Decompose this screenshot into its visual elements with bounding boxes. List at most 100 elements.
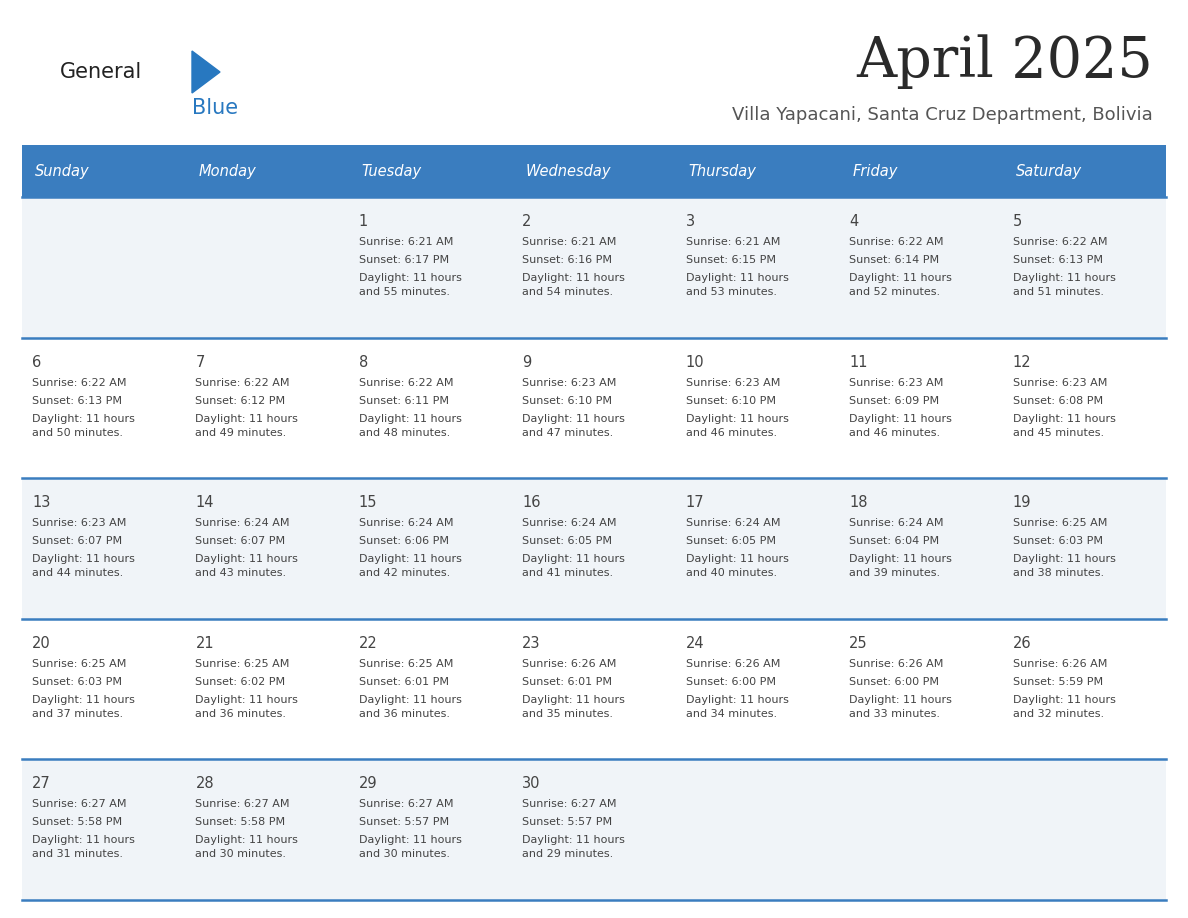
Text: Sunset: 6:04 PM: Sunset: 6:04 PM bbox=[849, 536, 940, 546]
Text: and 35 minutes.: and 35 minutes. bbox=[523, 709, 613, 719]
Text: Sunday: Sunday bbox=[34, 163, 89, 178]
Text: 21: 21 bbox=[196, 636, 214, 651]
Text: Sunset: 6:07 PM: Sunset: 6:07 PM bbox=[32, 536, 122, 546]
Text: Sunset: 6:03 PM: Sunset: 6:03 PM bbox=[1012, 536, 1102, 546]
Text: Daylight: 11 hours: Daylight: 11 hours bbox=[359, 695, 462, 705]
Text: Sunrise: 6:27 AM: Sunrise: 6:27 AM bbox=[196, 800, 290, 810]
Text: Wednesday: Wednesday bbox=[525, 163, 611, 178]
Text: Sunrise: 6:22 AM: Sunrise: 6:22 AM bbox=[1012, 237, 1107, 247]
Text: Sunset: 6:12 PM: Sunset: 6:12 PM bbox=[196, 396, 285, 406]
Text: Sunset: 6:05 PM: Sunset: 6:05 PM bbox=[523, 536, 612, 546]
Text: Sunrise: 6:25 AM: Sunrise: 6:25 AM bbox=[359, 659, 454, 669]
Text: Sunrise: 6:24 AM: Sunrise: 6:24 AM bbox=[359, 518, 454, 528]
Text: and 42 minutes.: and 42 minutes. bbox=[359, 568, 450, 578]
Text: 28: 28 bbox=[196, 777, 214, 791]
Text: Daylight: 11 hours: Daylight: 11 hours bbox=[523, 695, 625, 705]
Text: Sunset: 6:10 PM: Sunset: 6:10 PM bbox=[685, 396, 776, 406]
Text: Sunset: 6:13 PM: Sunset: 6:13 PM bbox=[32, 396, 122, 406]
Bar bbox=[185, 145, 349, 197]
Text: Sunset: 6:06 PM: Sunset: 6:06 PM bbox=[359, 536, 449, 546]
Text: and 36 minutes.: and 36 minutes. bbox=[196, 709, 286, 719]
Text: Sunrise: 6:23 AM: Sunrise: 6:23 AM bbox=[32, 518, 126, 528]
Text: 14: 14 bbox=[196, 495, 214, 510]
Text: Sunset: 6:08 PM: Sunset: 6:08 PM bbox=[1012, 396, 1102, 406]
Bar bbox=[1003, 145, 1165, 197]
Text: and 52 minutes.: and 52 minutes. bbox=[849, 287, 940, 297]
Text: and 53 minutes.: and 53 minutes. bbox=[685, 287, 777, 297]
Text: Sunrise: 6:21 AM: Sunrise: 6:21 AM bbox=[685, 237, 781, 247]
Bar bbox=[23, 759, 1165, 900]
Text: and 37 minutes.: and 37 minutes. bbox=[32, 709, 124, 719]
Text: Daylight: 11 hours: Daylight: 11 hours bbox=[685, 695, 789, 705]
Text: and 46 minutes.: and 46 minutes. bbox=[685, 428, 777, 438]
Text: 1: 1 bbox=[359, 214, 368, 229]
Text: and 34 minutes.: and 34 minutes. bbox=[685, 709, 777, 719]
Text: Sunset: 6:05 PM: Sunset: 6:05 PM bbox=[685, 536, 776, 546]
Text: Daylight: 11 hours: Daylight: 11 hours bbox=[359, 554, 462, 565]
Text: and 43 minutes.: and 43 minutes. bbox=[196, 568, 286, 578]
Text: Daylight: 11 hours: Daylight: 11 hours bbox=[1012, 414, 1116, 423]
Text: Tuesday: Tuesday bbox=[362, 163, 422, 178]
Text: Sunset: 6:14 PM: Sunset: 6:14 PM bbox=[849, 255, 940, 265]
Text: and 30 minutes.: and 30 minutes. bbox=[359, 849, 450, 859]
Text: Daylight: 11 hours: Daylight: 11 hours bbox=[849, 695, 952, 705]
Text: and 49 minutes.: and 49 minutes. bbox=[196, 428, 286, 438]
Text: Sunset: 6:03 PM: Sunset: 6:03 PM bbox=[32, 677, 122, 687]
Text: Daylight: 11 hours: Daylight: 11 hours bbox=[359, 414, 462, 423]
Text: 5: 5 bbox=[1012, 214, 1022, 229]
Text: and 29 minutes.: and 29 minutes. bbox=[523, 849, 613, 859]
Text: and 41 minutes.: and 41 minutes. bbox=[523, 568, 613, 578]
Text: Daylight: 11 hours: Daylight: 11 hours bbox=[32, 554, 135, 565]
Text: Sunrise: 6:24 AM: Sunrise: 6:24 AM bbox=[196, 518, 290, 528]
Text: Sunrise: 6:22 AM: Sunrise: 6:22 AM bbox=[196, 377, 290, 387]
Text: Daylight: 11 hours: Daylight: 11 hours bbox=[359, 835, 462, 845]
Text: 9: 9 bbox=[523, 354, 531, 370]
Text: and 36 minutes.: and 36 minutes. bbox=[359, 709, 450, 719]
Text: April 2025: April 2025 bbox=[857, 35, 1154, 89]
Text: 7: 7 bbox=[196, 354, 204, 370]
Text: Saturday: Saturday bbox=[1016, 163, 1082, 178]
Text: and 40 minutes.: and 40 minutes. bbox=[685, 568, 777, 578]
Text: and 48 minutes.: and 48 minutes. bbox=[359, 428, 450, 438]
Text: and 31 minutes.: and 31 minutes. bbox=[32, 849, 124, 859]
Text: 15: 15 bbox=[359, 495, 378, 510]
Text: Daylight: 11 hours: Daylight: 11 hours bbox=[359, 273, 462, 283]
Text: Sunrise: 6:23 AM: Sunrise: 6:23 AM bbox=[685, 377, 781, 387]
Text: Daylight: 11 hours: Daylight: 11 hours bbox=[523, 414, 625, 423]
Text: Sunrise: 6:27 AM: Sunrise: 6:27 AM bbox=[32, 800, 126, 810]
Text: Sunrise: 6:22 AM: Sunrise: 6:22 AM bbox=[32, 377, 126, 387]
Text: Sunset: 6:01 PM: Sunset: 6:01 PM bbox=[359, 677, 449, 687]
Text: Daylight: 11 hours: Daylight: 11 hours bbox=[523, 835, 625, 845]
Text: Sunrise: 6:25 AM: Sunrise: 6:25 AM bbox=[196, 659, 290, 669]
Text: Daylight: 11 hours: Daylight: 11 hours bbox=[685, 273, 789, 283]
Text: and 32 minutes.: and 32 minutes. bbox=[1012, 709, 1104, 719]
Text: and 55 minutes.: and 55 minutes. bbox=[359, 287, 450, 297]
Text: Sunrise: 6:27 AM: Sunrise: 6:27 AM bbox=[359, 800, 454, 810]
Text: Friday: Friday bbox=[852, 163, 897, 178]
Text: 13: 13 bbox=[32, 495, 50, 510]
Text: and 39 minutes.: and 39 minutes. bbox=[849, 568, 940, 578]
Text: Sunrise: 6:26 AM: Sunrise: 6:26 AM bbox=[1012, 659, 1107, 669]
Text: Daylight: 11 hours: Daylight: 11 hours bbox=[196, 554, 298, 565]
Text: Daylight: 11 hours: Daylight: 11 hours bbox=[1012, 695, 1116, 705]
Text: Daylight: 11 hours: Daylight: 11 hours bbox=[196, 414, 298, 423]
Text: Blue: Blue bbox=[192, 98, 238, 118]
Text: Daylight: 11 hours: Daylight: 11 hours bbox=[523, 554, 625, 565]
Text: Thursday: Thursday bbox=[689, 163, 757, 178]
Bar bbox=[676, 145, 839, 197]
Text: 20: 20 bbox=[32, 636, 51, 651]
Text: Daylight: 11 hours: Daylight: 11 hours bbox=[849, 554, 952, 565]
Text: Daylight: 11 hours: Daylight: 11 hours bbox=[196, 695, 298, 705]
Text: Sunset: 5:59 PM: Sunset: 5:59 PM bbox=[1012, 677, 1102, 687]
Text: 3: 3 bbox=[685, 214, 695, 229]
Text: Sunset: 6:00 PM: Sunset: 6:00 PM bbox=[849, 677, 940, 687]
Text: and 33 minutes.: and 33 minutes. bbox=[849, 709, 940, 719]
Text: and 30 minutes.: and 30 minutes. bbox=[196, 849, 286, 859]
Text: Sunrise: 6:21 AM: Sunrise: 6:21 AM bbox=[523, 237, 617, 247]
Text: Sunset: 5:58 PM: Sunset: 5:58 PM bbox=[196, 817, 285, 827]
Text: Daylight: 11 hours: Daylight: 11 hours bbox=[196, 835, 298, 845]
Text: Sunset: 6:10 PM: Sunset: 6:10 PM bbox=[523, 396, 612, 406]
Text: and 44 minutes.: and 44 minutes. bbox=[32, 568, 124, 578]
Text: Sunset: 5:57 PM: Sunset: 5:57 PM bbox=[523, 817, 612, 827]
Text: Daylight: 11 hours: Daylight: 11 hours bbox=[32, 695, 135, 705]
